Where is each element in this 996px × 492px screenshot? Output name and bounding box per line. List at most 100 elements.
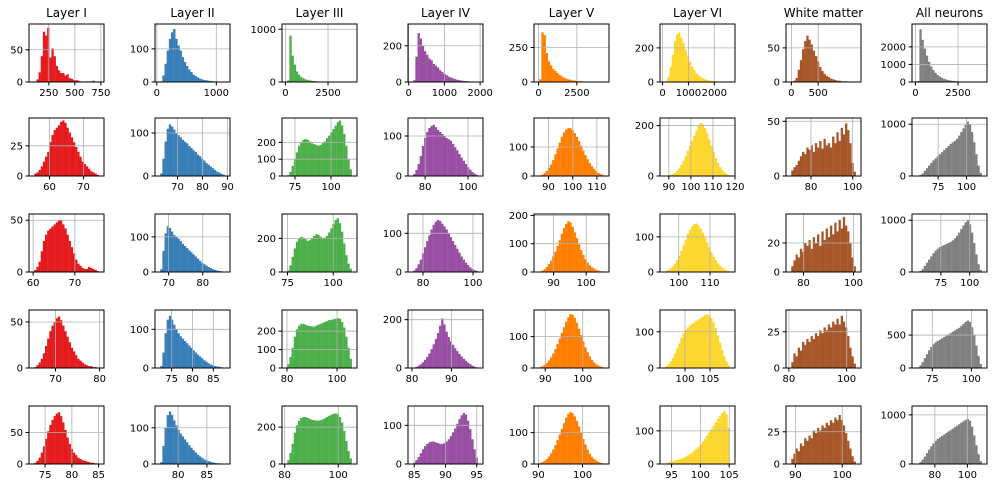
y-tick-label: 200 [509,211,528,222]
histogram-bar [928,259,931,272]
histogram-bar [308,80,312,82]
histogram-bar [419,156,422,176]
y-tick-label: 0 [17,78,23,89]
histogram-bar [49,228,52,272]
histogram-bar [573,232,576,272]
histogram-bar [302,417,305,464]
histogram-bar [853,171,856,176]
x-tick-label: 2500 [564,88,589,99]
histogram-bar [196,77,200,82]
histogram-bar [203,264,206,272]
x-tick-label: 60 [43,182,56,193]
y-tick-label: 0 [270,460,276,471]
histogram-bar [160,269,163,272]
histogram-bar [695,73,698,82]
histogram-bar [421,362,425,368]
histogram-bar [92,80,95,82]
histogram-bar [919,29,922,82]
histogram-bar [595,364,598,368]
histogram-bar [699,444,702,464]
histogram-bar [791,458,794,464]
histogram-panel: 90 100 0 100 [509,405,610,481]
histogram-bar [42,353,46,368]
histogram-bar [287,460,290,464]
histogram-bar [345,336,348,368]
histogram-bar [819,430,822,464]
histogram-bar [580,335,583,368]
histogram-bar [684,49,687,82]
histogram-bar [680,250,683,272]
x-tick-label: 100 [463,278,482,289]
histogram-bar [171,319,174,368]
histogram-bar [79,360,82,368]
histogram-bar [415,460,418,464]
x-tick-label: 110 [587,182,606,193]
histogram-bar [302,323,305,368]
histogram-bar [40,452,43,464]
histogram-bar [951,240,954,272]
x-tick-label: 90 [539,374,552,385]
histogram-bar [701,316,705,368]
histogram-bar [434,442,438,464]
histogram-bar [83,364,86,368]
histogram-bar [947,334,950,368]
histogram-bar [554,445,557,464]
y-tick-label: 100 [509,332,528,343]
histogram-bar [845,327,848,368]
histogram-bar [424,51,427,82]
y-tick-label: 1000 [881,410,906,421]
histogram-bar [819,140,822,176]
x-tick-label: 100 [573,470,592,481]
histogram-bar [207,363,210,368]
histogram-bar [802,341,805,368]
histogram-bar [821,333,824,368]
panel-frame [659,213,736,273]
histogram-bar [671,266,674,272]
histogram-bar [295,425,299,464]
histogram-bar [168,228,172,272]
histogram-bar [336,318,339,368]
x-tick-label: 100 [669,278,688,289]
histogram-panel: 80 85 0 100 [130,405,231,481]
histogram-bar [298,420,301,464]
histogram-bar [77,263,80,272]
histogram-bar [545,266,548,272]
histogram-bar [173,324,176,368]
histogram-bar [817,427,820,464]
histogram-bar [947,145,950,176]
histogram-bar [951,428,954,464]
histogram-bar [57,220,61,272]
panel-frame [785,405,862,465]
histogram-panel: 60 70 0 50 [10,213,105,289]
histogram-bar [434,339,438,368]
histogram-panel: 100 110 0 100 [635,213,736,289]
histogram-bar [575,136,579,176]
histogram-bar [83,460,86,464]
histogram-bar [447,337,450,368]
histogram-bar [977,264,980,272]
column-title: White matter [784,6,864,20]
histogram-bar [975,345,978,368]
histogram-bar [81,267,84,272]
histogram-bar [556,245,559,272]
histogram-bar [834,79,837,82]
histogram-bar [190,72,193,82]
histogram-panel: 0 500 0 50 [767,23,862,99]
histogram-bar [943,150,946,176]
y-tick-label: 0 [522,78,528,89]
histogram-bar [328,320,331,368]
histogram-bar [214,462,217,464]
histogram-bar [682,42,685,82]
histogram-bar [92,172,95,177]
histogram-bar [343,133,346,176]
histogram-bar [697,446,700,464]
histogram-bar [838,219,841,272]
histogram-bar [319,144,322,176]
column-title: Layer III [296,6,344,20]
histogram-bar [569,128,572,176]
histogram-bar [795,448,798,464]
histogram-bar [565,417,568,464]
histogram-bar [40,251,43,272]
histogram-bar [456,423,459,464]
histogram-bar [436,130,440,176]
